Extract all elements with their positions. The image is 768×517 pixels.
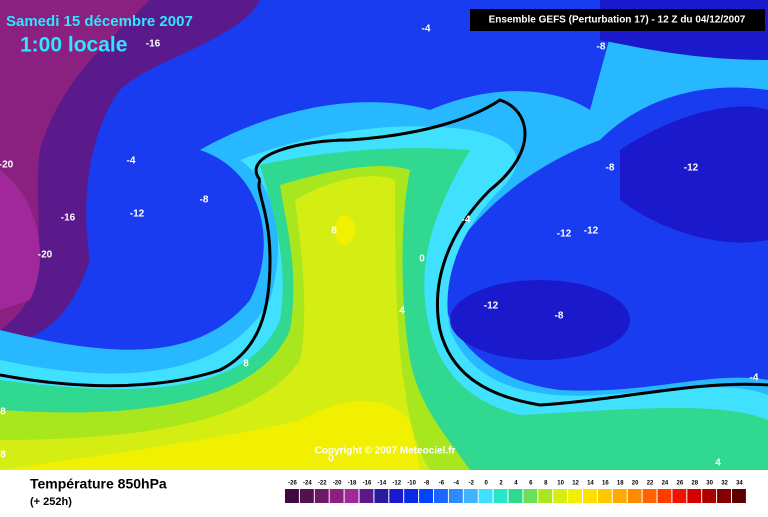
legend-swatch [672, 489, 687, 503]
contour-label: 8 [0, 407, 6, 418]
legend-swatch [285, 489, 299, 503]
legend-swatch [463, 489, 478, 503]
legend-swatch [314, 489, 329, 503]
contour-label: -12 [130, 209, 145, 220]
contour-label: 4 [399, 306, 405, 317]
legend-swatch [568, 489, 582, 503]
legend-swatch [702, 489, 717, 503]
contour-label: -4 [750, 373, 759, 384]
legend-swatch [404, 489, 419, 503]
legend-swatch [657, 489, 672, 503]
contour-labels: -16 -4 -8 -4 -20 -8 -16 -12 -20 8 -4 -8 -12 -12 -12 0 -1… [0, 24, 759, 469]
legend-label: 10 [557, 481, 564, 487]
contour-label: 4 [715, 458, 721, 469]
contour-label: -8 [200, 195, 209, 206]
legend-label: 22 [647, 481, 654, 487]
lead-time: (+ 252h) [30, 496, 72, 508]
legend-swatch [627, 489, 642, 503]
legend-swatch [523, 489, 538, 503]
legend-swatch [478, 489, 493, 503]
date-title: Samedi 15 décembre 2007 [6, 13, 193, 30]
legend-swatch [434, 489, 448, 503]
legend-label: 2 [499, 481, 503, 487]
contour-label: -16 [61, 213, 76, 224]
contour-label: -4 [462, 215, 471, 226]
legend-label: -4 [454, 481, 460, 487]
legend-label: 18 [617, 481, 624, 487]
legend-label: 30 [706, 481, 713, 487]
contour-label: -8 [555, 311, 564, 322]
copyright: Copyright © 2007 Meteociel.fr [315, 446, 456, 457]
legend-swatch [493, 489, 508, 503]
legend-label: -10 [407, 481, 416, 487]
legend-label: -8 [424, 481, 430, 487]
legend-label: -12 [392, 481, 401, 487]
legend-label: 0 [484, 481, 488, 487]
legend-swatch [419, 489, 433, 503]
legend-swatch [642, 489, 657, 503]
contour-label: -20 [0, 160, 14, 171]
contour-label: -20 [38, 250, 53, 261]
contour-label: -12 [557, 229, 572, 240]
legend-swatch [687, 489, 702, 503]
contour-label: -12 [584, 226, 599, 237]
legend-swatch [538, 489, 553, 503]
legend-swatch [508, 489, 523, 503]
legend-label: 34 [736, 481, 743, 487]
run-info: Ensemble GEFS (Perturbation 17) - 12 Z d… [489, 15, 746, 26]
legend-swatch [329, 489, 344, 503]
legend-label: 8 [544, 481, 548, 487]
legend-swatch [359, 489, 374, 503]
legend-label: -16 [363, 481, 372, 487]
legend-label: -6 [439, 481, 445, 487]
legend-label: 14 [587, 481, 594, 487]
legend-swatch [583, 489, 597, 503]
contour-label: 8 [331, 226, 337, 237]
contour-label: -8 [597, 42, 606, 53]
color-scale: -26 -24 -22 -20 -18 -16 -14 -12 -10 -8 -6 -4 -2 0 2 4 6 8… [285, 481, 746, 503]
legend-swatch [389, 489, 404, 503]
legend-swatch [597, 489, 612, 503]
legend-swatch [344, 489, 359, 503]
legend-swatch [448, 489, 463, 503]
legend-label: -24 [303, 481, 312, 487]
contour-label: 8 [0, 450, 6, 461]
legend-label: 32 [721, 481, 728, 487]
legend-label: 6 [529, 481, 533, 487]
time-title: 1:00 locale [20, 34, 127, 57]
legend-label: 4 [514, 481, 518, 487]
variable-title: Température 850hPa [30, 476, 167, 492]
legend-swatch [374, 489, 389, 503]
contour-label: 0 [419, 254, 425, 265]
legend-swatch [299, 489, 314, 503]
contour-label: -4 [422, 24, 431, 35]
legend-label: -26 [288, 481, 297, 487]
legend-swatch [717, 489, 731, 503]
legend-label: 16 [602, 481, 609, 487]
legend-label: -22 [318, 481, 327, 487]
legend-label: 28 [691, 481, 698, 487]
contour-label: -8 [606, 163, 615, 174]
legend-label: 24 [662, 481, 669, 487]
contour-label: -12 [484, 301, 499, 312]
legend-label: -14 [378, 481, 387, 487]
legend-swatch [732, 489, 746, 503]
legend-label: -2 [469, 481, 475, 487]
legend-label: 26 [677, 481, 684, 487]
legend-swatch [612, 489, 627, 503]
contour-label: 0 [328, 454, 334, 465]
legend-label: -20 [333, 481, 342, 487]
contour-label: -16 [146, 39, 161, 50]
legend-label: 20 [632, 481, 639, 487]
contour-label: -4 [127, 156, 136, 167]
header-box [470, 9, 765, 31]
legend-label: 12 [572, 481, 579, 487]
contour-label: 8 [243, 359, 249, 370]
legend-label: -18 [348, 481, 357, 487]
legend-swatch [553, 489, 568, 503]
contour-label: -12 [684, 163, 699, 174]
